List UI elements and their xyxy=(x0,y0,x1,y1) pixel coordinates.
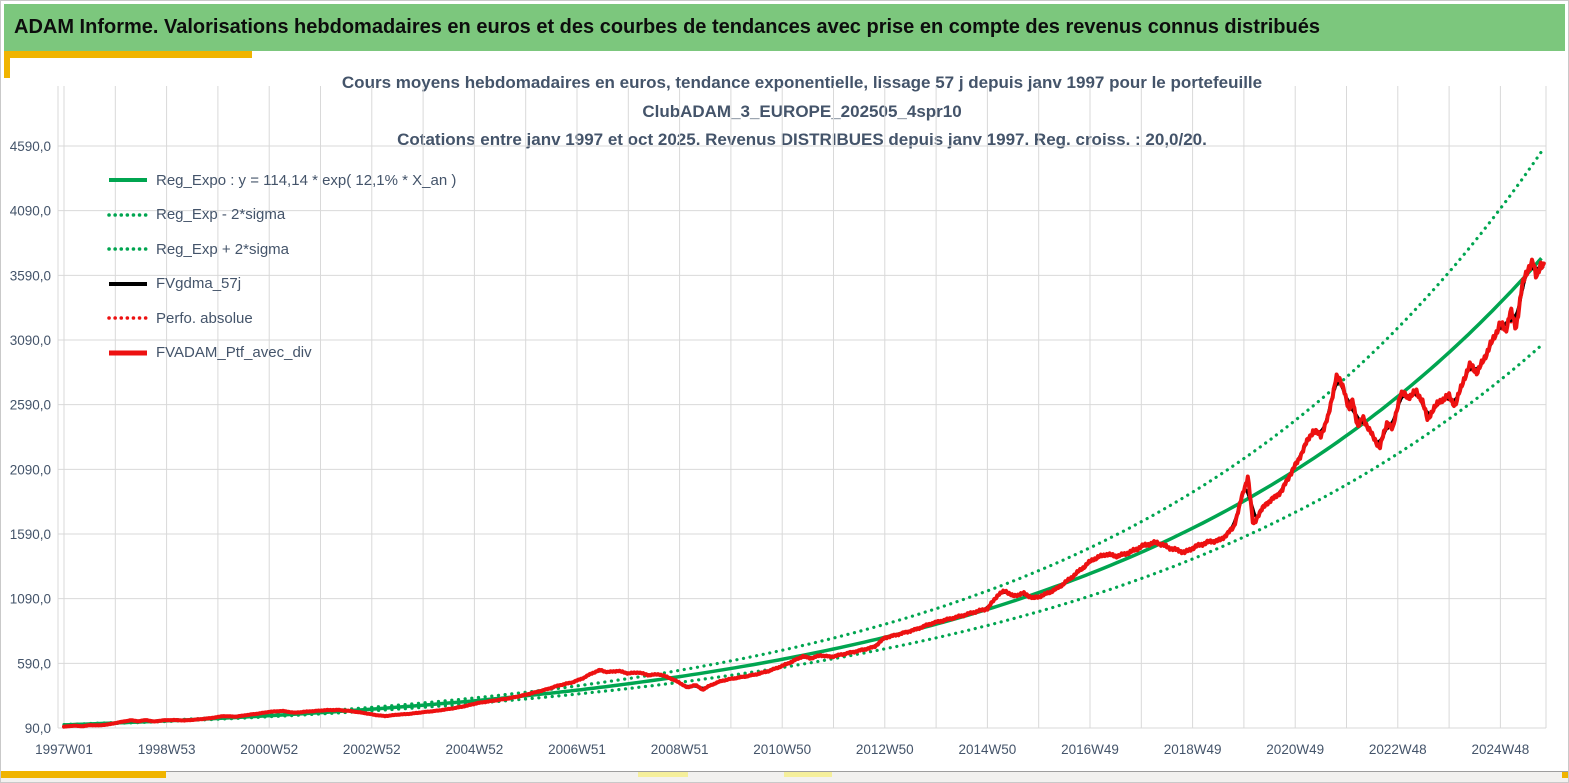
gold-accent-horizontal xyxy=(4,51,252,58)
bottom-yellow-segment xyxy=(784,772,832,777)
y-tick-label: 2090,0 xyxy=(10,462,51,477)
x-tick-label: 1998W53 xyxy=(138,742,196,757)
report-title: ADAM Informe. Valorisations hebdomadaire… xyxy=(14,16,1320,38)
x-tick-label: 1997W01 xyxy=(35,742,93,757)
y-tick-label: 90,0 xyxy=(25,721,51,736)
y-tick-label: 2590,0 xyxy=(10,398,51,413)
legend-swatch-red-solid-icon xyxy=(109,350,147,356)
x-tick-label: 2018W49 xyxy=(1164,742,1222,757)
legend-swatch-green-dotted-icon xyxy=(107,213,149,217)
chart-legend: Reg_Expo : y = 114,14 * exp( 12,1% * X_a… xyxy=(107,163,456,370)
legend-label: FVgdma_57j xyxy=(156,275,242,293)
x-tick-label: 2006W51 xyxy=(548,742,606,757)
x-tick-label: 2002W52 xyxy=(343,742,401,757)
y-tick-label: 1090,0 xyxy=(10,592,51,607)
series-reg-exp-minus-2sigma-line xyxy=(62,343,1543,727)
y-tick-label: 4090,0 xyxy=(10,204,51,219)
report-header-bar: ADAM Informe. Valorisations hebdomadaire… xyxy=(4,4,1565,51)
legend-item-reg-expo: Reg_Expo : y = 114,14 * exp( 12,1% * X_a… xyxy=(107,163,456,198)
x-tick-label: 2000W52 xyxy=(240,742,298,757)
legend-item-reg-exp-minus-2sigma: Reg_Exp - 2*sigma xyxy=(107,198,456,233)
bottom-gold-bar xyxy=(1,771,166,778)
legend-swatch-green-solid-icon xyxy=(109,178,147,183)
x-tick-label: 2014W50 xyxy=(959,742,1017,757)
legend-swatch-black-solid-icon xyxy=(109,281,147,286)
legend-swatch-red-dotted-icon xyxy=(107,316,149,320)
chart-title-line-3: Cotations entre janv 1997 et oct 2025. R… xyxy=(397,130,1207,149)
series-fvadam-ptf-avec-div-line xyxy=(62,257,1546,729)
legend-item-fvgdma-57j: FVgdma_57j xyxy=(107,267,456,302)
x-tick-label: 2020W49 xyxy=(1266,742,1324,757)
y-tick-label: 4590,0 xyxy=(10,139,51,154)
chart-title-line-1: Cours moyens hebdomadaires en euros, ten… xyxy=(341,73,1263,92)
legend-swatch-green-dotted-icon xyxy=(107,247,149,251)
x-tick-label: 2016W49 xyxy=(1061,742,1119,757)
legend-item-reg-exp-plus-2sigma: Reg_Exp + 2*sigma xyxy=(107,232,456,267)
y-tick-label: 590,0 xyxy=(17,656,51,671)
x-tick-label: 2010W50 xyxy=(753,742,811,757)
x-tick-label: 2024W48 xyxy=(1472,742,1530,757)
bottom-gold-corner xyxy=(1562,772,1568,778)
legend-label: FVADAM_Ptf_avec_div xyxy=(156,344,312,362)
legend-label: Reg_Exp + 2*sigma xyxy=(156,240,289,258)
legend-label: Reg_Expo : y = 114,14 * exp( 12,1% * X_a… xyxy=(156,171,457,189)
gold-accent-vertical xyxy=(4,51,10,78)
y-tick-label: 1590,0 xyxy=(10,527,51,542)
y-tick-label: 3090,0 xyxy=(10,333,51,348)
x-tick-label: 2008W51 xyxy=(651,742,709,757)
legend-label: Perfo. absolue xyxy=(156,309,253,327)
x-tick-label: 2012W50 xyxy=(856,742,914,757)
chart-title-line-2: ClubADAM_3_EUROPE_202505_4spr10 xyxy=(642,102,962,121)
y-tick-label: 3590,0 xyxy=(10,268,51,283)
x-tick-label: 2022W48 xyxy=(1369,742,1427,757)
legend-item-fvadam-ptf-avec-div: FVADAM_Ptf_avec_div xyxy=(107,336,456,371)
bottom-yellow-segment xyxy=(638,772,688,777)
legend-label: Reg_Exp - 2*sigma xyxy=(156,206,286,224)
legend-item-perfo-absolue: Perfo. absolue xyxy=(107,301,456,336)
x-tick-label: 2004W52 xyxy=(446,742,504,757)
